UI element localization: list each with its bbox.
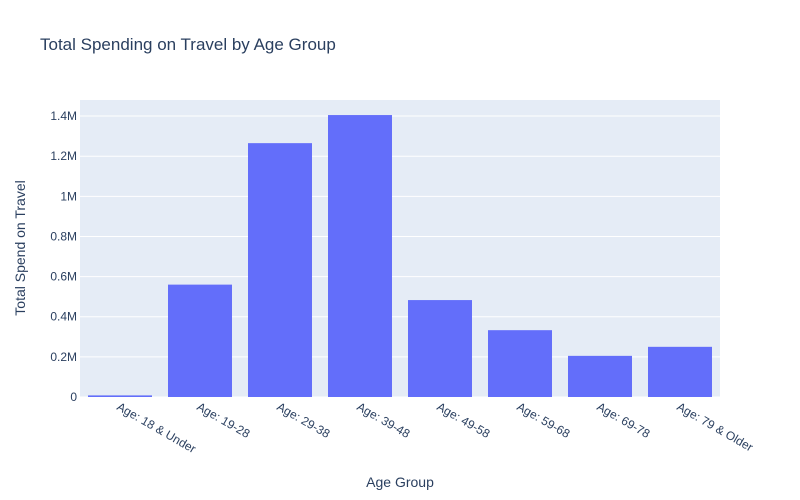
bar	[408, 300, 472, 397]
bar	[568, 355, 632, 397]
y-axis-ticks: 0 0.2M 0.4M 0.6M 0.8M 1M 1.2M 1.4M	[50, 109, 77, 404]
x-axis-title: Age Group	[366, 474, 434, 490]
bar	[648, 346, 712, 397]
y-tick-label: 0.2M	[50, 350, 77, 364]
bar	[248, 143, 312, 397]
bars	[88, 115, 712, 398]
y-tick-label: 0	[70, 390, 77, 404]
bar	[168, 284, 232, 397]
y-axis-title: Total Spend on Travel	[12, 180, 28, 315]
y-tick-label: 1M	[60, 189, 77, 203]
y-tick-label: 0.8M	[50, 229, 77, 243]
y-tick-label: 1.4M	[50, 109, 77, 123]
y-tick-label: 1.2M	[50, 149, 77, 163]
y-tick-label: 0.6M	[50, 270, 77, 284]
y-tick-label: 0.4M	[50, 310, 77, 324]
bar	[88, 395, 152, 397]
gridlines	[80, 115, 720, 398]
bar	[488, 330, 552, 397]
chart-title: Total Spending on Travel by Age Group	[40, 35, 336, 54]
bar	[328, 115, 392, 398]
